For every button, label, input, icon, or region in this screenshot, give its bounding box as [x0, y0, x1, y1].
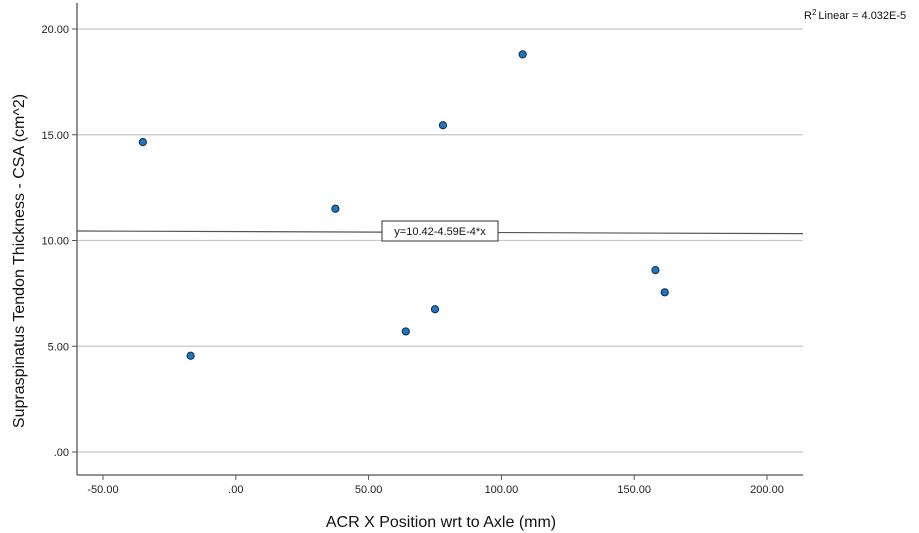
r2-superscript: 2 — [812, 8, 817, 17]
r2-value: Linear = 4.032E-5 — [818, 10, 906, 22]
data-points — [138, 50, 669, 360]
data-point — [331, 204, 340, 213]
data-point — [430, 305, 440, 314]
data-point — [138, 138, 147, 147]
x-tick-label: -50.00 — [87, 484, 118, 496]
x-tick-label: 200.00 — [750, 484, 784, 496]
y-tick-label: .00 — [54, 447, 69, 459]
y-axis-title: Supraspinatus Tendon Thickness - CSA (cm… — [11, 94, 28, 428]
r2-prefix: R — [804, 10, 812, 22]
fit-label-box — [381, 220, 499, 242]
x-tick-label: .00 — [228, 484, 243, 496]
r2-annotation: R2 Linear = 4.032E-5 — [804, 8, 906, 22]
y-tick-label: 15.00 — [41, 130, 69, 142]
y-tick-label: 5.00 — [48, 341, 69, 353]
axes — [76, 3, 803, 476]
x-axis-ticks: -50.00 .00 50.00 100.00 150.00 200.00 — [87, 475, 784, 496]
y-tick-label: 20.00 — [41, 24, 69, 36]
x-tick-label: 100.00 — [485, 484, 519, 496]
y-axis-ticks: .00 5.00 10.00 15.00 20.00 — [41, 24, 77, 459]
data-point — [438, 121, 448, 130]
data-point — [186, 351, 195, 360]
fit-equation-label: y=10.42-4.59E-4*x — [394, 226, 486, 238]
data-point — [651, 266, 660, 275]
data-point — [660, 288, 669, 297]
x-axis-title: ACR X Position wrt to Axle (mm) — [326, 514, 556, 531]
fit-line-group: y=10.42-4.59E-4*x — [76, 220, 804, 242]
y-tick-label: 10.00 — [41, 236, 69, 248]
x-tick-label: 150.00 — [617, 484, 651, 496]
data-point — [401, 327, 410, 336]
data-point — [518, 50, 527, 59]
x-tick-label: 50.00 — [355, 484, 383, 496]
